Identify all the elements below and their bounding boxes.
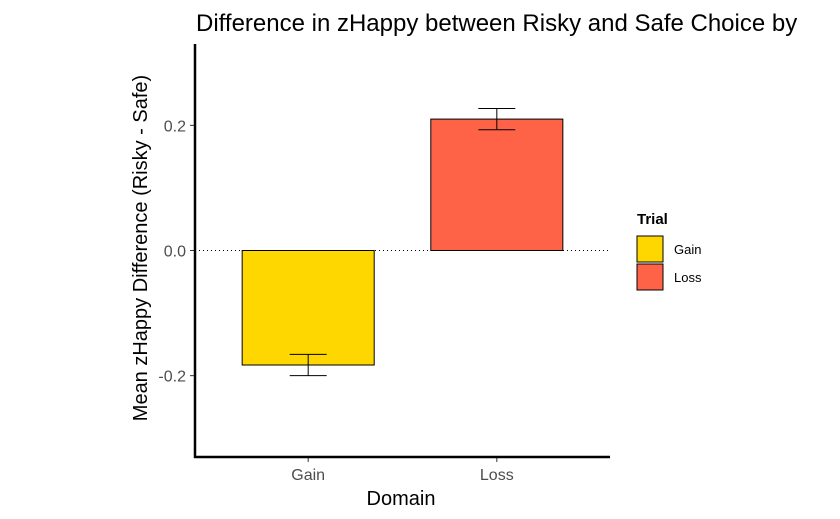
y-tick-label: -0.2 — [158, 369, 186, 386]
x-tick-label: Gain — [291, 467, 325, 484]
x-ticks: Gain Loss — [291, 457, 514, 484]
chart-title: Difference in zHappy between Risky and S… — [196, 10, 797, 37]
x-axis-title: Domain — [367, 488, 436, 510]
legend-swatch-loss — [636, 263, 664, 291]
x-tick-label: Loss — [480, 467, 514, 484]
legend-label-loss: Loss — [674, 270, 702, 285]
legend-label-gain: Gain — [674, 242, 701, 257]
bar-gain — [241, 250, 375, 366]
legend-title: Trial — [637, 211, 668, 228]
legend: Trial Gain Loss — [636, 211, 702, 291]
y-tick-label: 0.0 — [164, 244, 186, 261]
bars-layer — [241, 107, 564, 377]
legend-swatch-gain — [636, 235, 664, 263]
y-tick-label: 0.2 — [164, 118, 186, 135]
bar-loss — [430, 118, 564, 251]
y-ticks: -0.2 0.0 0.2 — [158, 118, 195, 386]
y-axis-title: Mean zHappy Difference (Risky - Safe) — [130, 75, 152, 421]
